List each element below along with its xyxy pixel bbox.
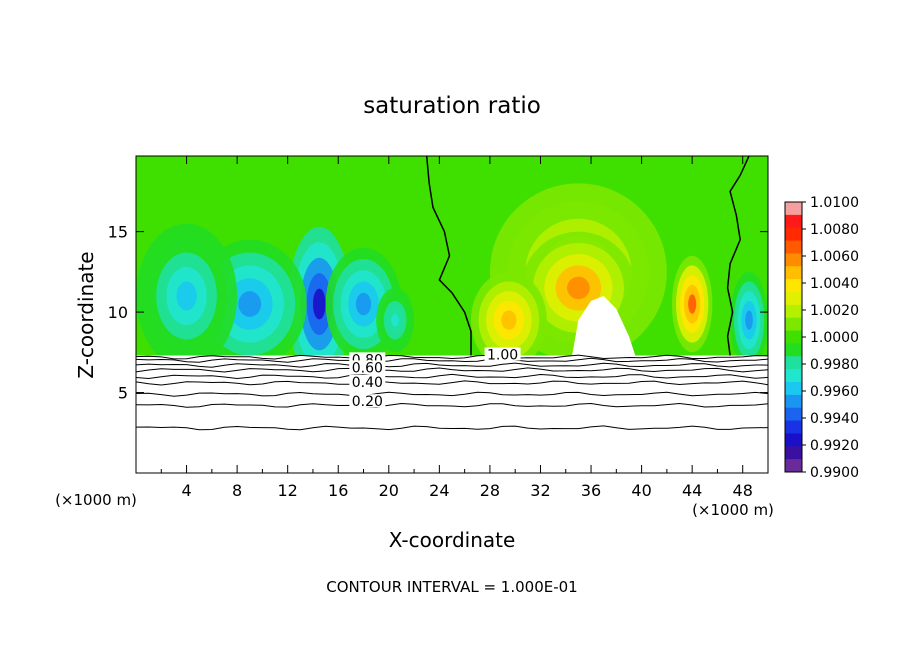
contour-line-0.7 xyxy=(136,367,768,373)
contour-label-1: 0.60 xyxy=(352,360,383,376)
colorbar-swatch-15 xyxy=(785,394,802,409)
colorbar-label-10: 0.9900 xyxy=(810,465,859,481)
contour-line-0.6 xyxy=(136,373,768,380)
contour-line-0.2 xyxy=(136,425,768,431)
x-tick-label-16: 16 xyxy=(328,481,348,500)
contour-label-3: 0.20 xyxy=(352,394,383,410)
contour-line-0.8 xyxy=(136,362,768,368)
colorbar-swatch-11 xyxy=(785,343,802,357)
contour-1.00-right xyxy=(726,156,750,356)
colorbar-swatch-3 xyxy=(785,240,802,254)
x-tick-label-24: 24 xyxy=(429,481,449,500)
contour-label-bg-3 xyxy=(349,394,386,408)
contour-label-bg-2 xyxy=(349,374,386,388)
x-tick-label-32: 32 xyxy=(530,481,550,500)
colorbar-swatch-16 xyxy=(785,407,802,422)
colorbar-swatch-10 xyxy=(785,330,802,344)
colorbar-label-3: 1.0040 xyxy=(810,276,859,292)
x-tick-label-8: 8 xyxy=(232,481,242,500)
x-tick-label-4: 4 xyxy=(181,481,191,500)
contour-line-0.3 xyxy=(136,402,768,408)
y-axis-label: Z-coordinate xyxy=(74,251,98,378)
x-tick-label-28: 28 xyxy=(480,481,500,500)
contour-line-0.4 xyxy=(136,391,768,397)
field-blob-6-5 xyxy=(567,276,590,300)
colorbar-label-5: 1.0000 xyxy=(810,330,859,346)
colorbar-swatch-19 xyxy=(785,446,802,460)
field-blob-8-5 xyxy=(501,310,517,330)
x-tick-label-12: 12 xyxy=(278,481,298,500)
colorbar-swatch-14 xyxy=(785,382,802,396)
field-blob-7-5 xyxy=(688,294,697,314)
colorbar-label-9: 0.9920 xyxy=(810,438,859,454)
colorbar: 1.0100 1.0080 1.0060 1.0040 1.0020 1.0000 0.99… xyxy=(784,195,859,481)
field-blob-2-5 xyxy=(176,281,197,311)
x-tick-label-36: 36 xyxy=(581,481,601,500)
colorbar-swatch-17 xyxy=(785,420,802,434)
y-tick-label-5: 5 xyxy=(118,384,128,403)
x-tick-label-40: 40 xyxy=(631,481,651,500)
colorbar-label-4: 1.0020 xyxy=(810,303,859,319)
contour-label-2: 0.40 xyxy=(352,375,383,391)
colorbar-swatch-0 xyxy=(785,202,802,216)
x-tick-label-20: 20 xyxy=(379,481,399,500)
x-axis-label: X-coordinate xyxy=(389,528,516,552)
y-tick-label-15: 15 xyxy=(108,223,128,242)
colorbar-swatch-7 xyxy=(785,292,802,306)
field-blob-3-5 xyxy=(355,292,372,316)
subcloud-region xyxy=(136,355,768,473)
contour-1.00-left xyxy=(425,156,472,356)
field-blob-0-5 xyxy=(312,288,326,320)
colorbar-swatch-12 xyxy=(785,356,802,370)
colorbar-label-8: 0.9940 xyxy=(810,411,859,427)
colorbar-swatch-8 xyxy=(785,304,802,319)
colorbar-swatch-1 xyxy=(785,214,802,229)
contour-interval-note: CONTOUR INTERVAL = 1.000E-01 xyxy=(326,578,577,596)
colorbar-swatch-5 xyxy=(785,266,802,280)
contour-label-bg-4 xyxy=(484,347,521,361)
colorbar-swatch-20 xyxy=(785,459,802,473)
colorbar-swatch-2 xyxy=(785,227,802,242)
x-unit-label-left: (×1000 m) xyxy=(55,491,137,509)
x-tick-label-44: 44 xyxy=(682,481,702,500)
colorbar-label-1: 1.0080 xyxy=(810,222,859,238)
plot-area: 0.800.600.400.201.00 4 8 12 16 20 24 28 32 36 40 4… xyxy=(108,155,769,500)
contour-line-0.9 xyxy=(136,357,768,363)
colorbar-label-0: 1.0100 xyxy=(810,195,859,211)
contour-line-0.5 xyxy=(136,380,768,386)
clear-air-region xyxy=(572,295,636,356)
colorbar-swatch-9 xyxy=(785,317,802,332)
contour-label-bg-1 xyxy=(349,360,386,374)
colorbar-label-2: 1.0060 xyxy=(810,249,859,265)
contour-label-4: 1.00 xyxy=(487,348,518,364)
field-blob-9-5 xyxy=(745,310,753,330)
x-unit-label-right: (×1000 m) xyxy=(692,501,774,519)
field-blob-4-5 xyxy=(391,313,399,327)
colorbar-swatch-6 xyxy=(785,279,802,293)
plot-frame xyxy=(135,155,769,474)
colorbar-label-7: 0.9960 xyxy=(810,384,859,400)
contour-line-1 xyxy=(136,354,768,360)
y-tick-label-10: 10 xyxy=(108,303,128,322)
field-blob-1-5 xyxy=(238,291,262,317)
x-tick-label-48: 48 xyxy=(733,481,753,500)
chart-title: saturation ratio xyxy=(363,93,541,119)
colorbar-swatch-18 xyxy=(785,433,802,447)
colorbar-swatch-4 xyxy=(785,253,802,267)
colorbar-swatch-13 xyxy=(785,369,802,383)
colorbar-label-6: 0.9980 xyxy=(810,357,859,373)
